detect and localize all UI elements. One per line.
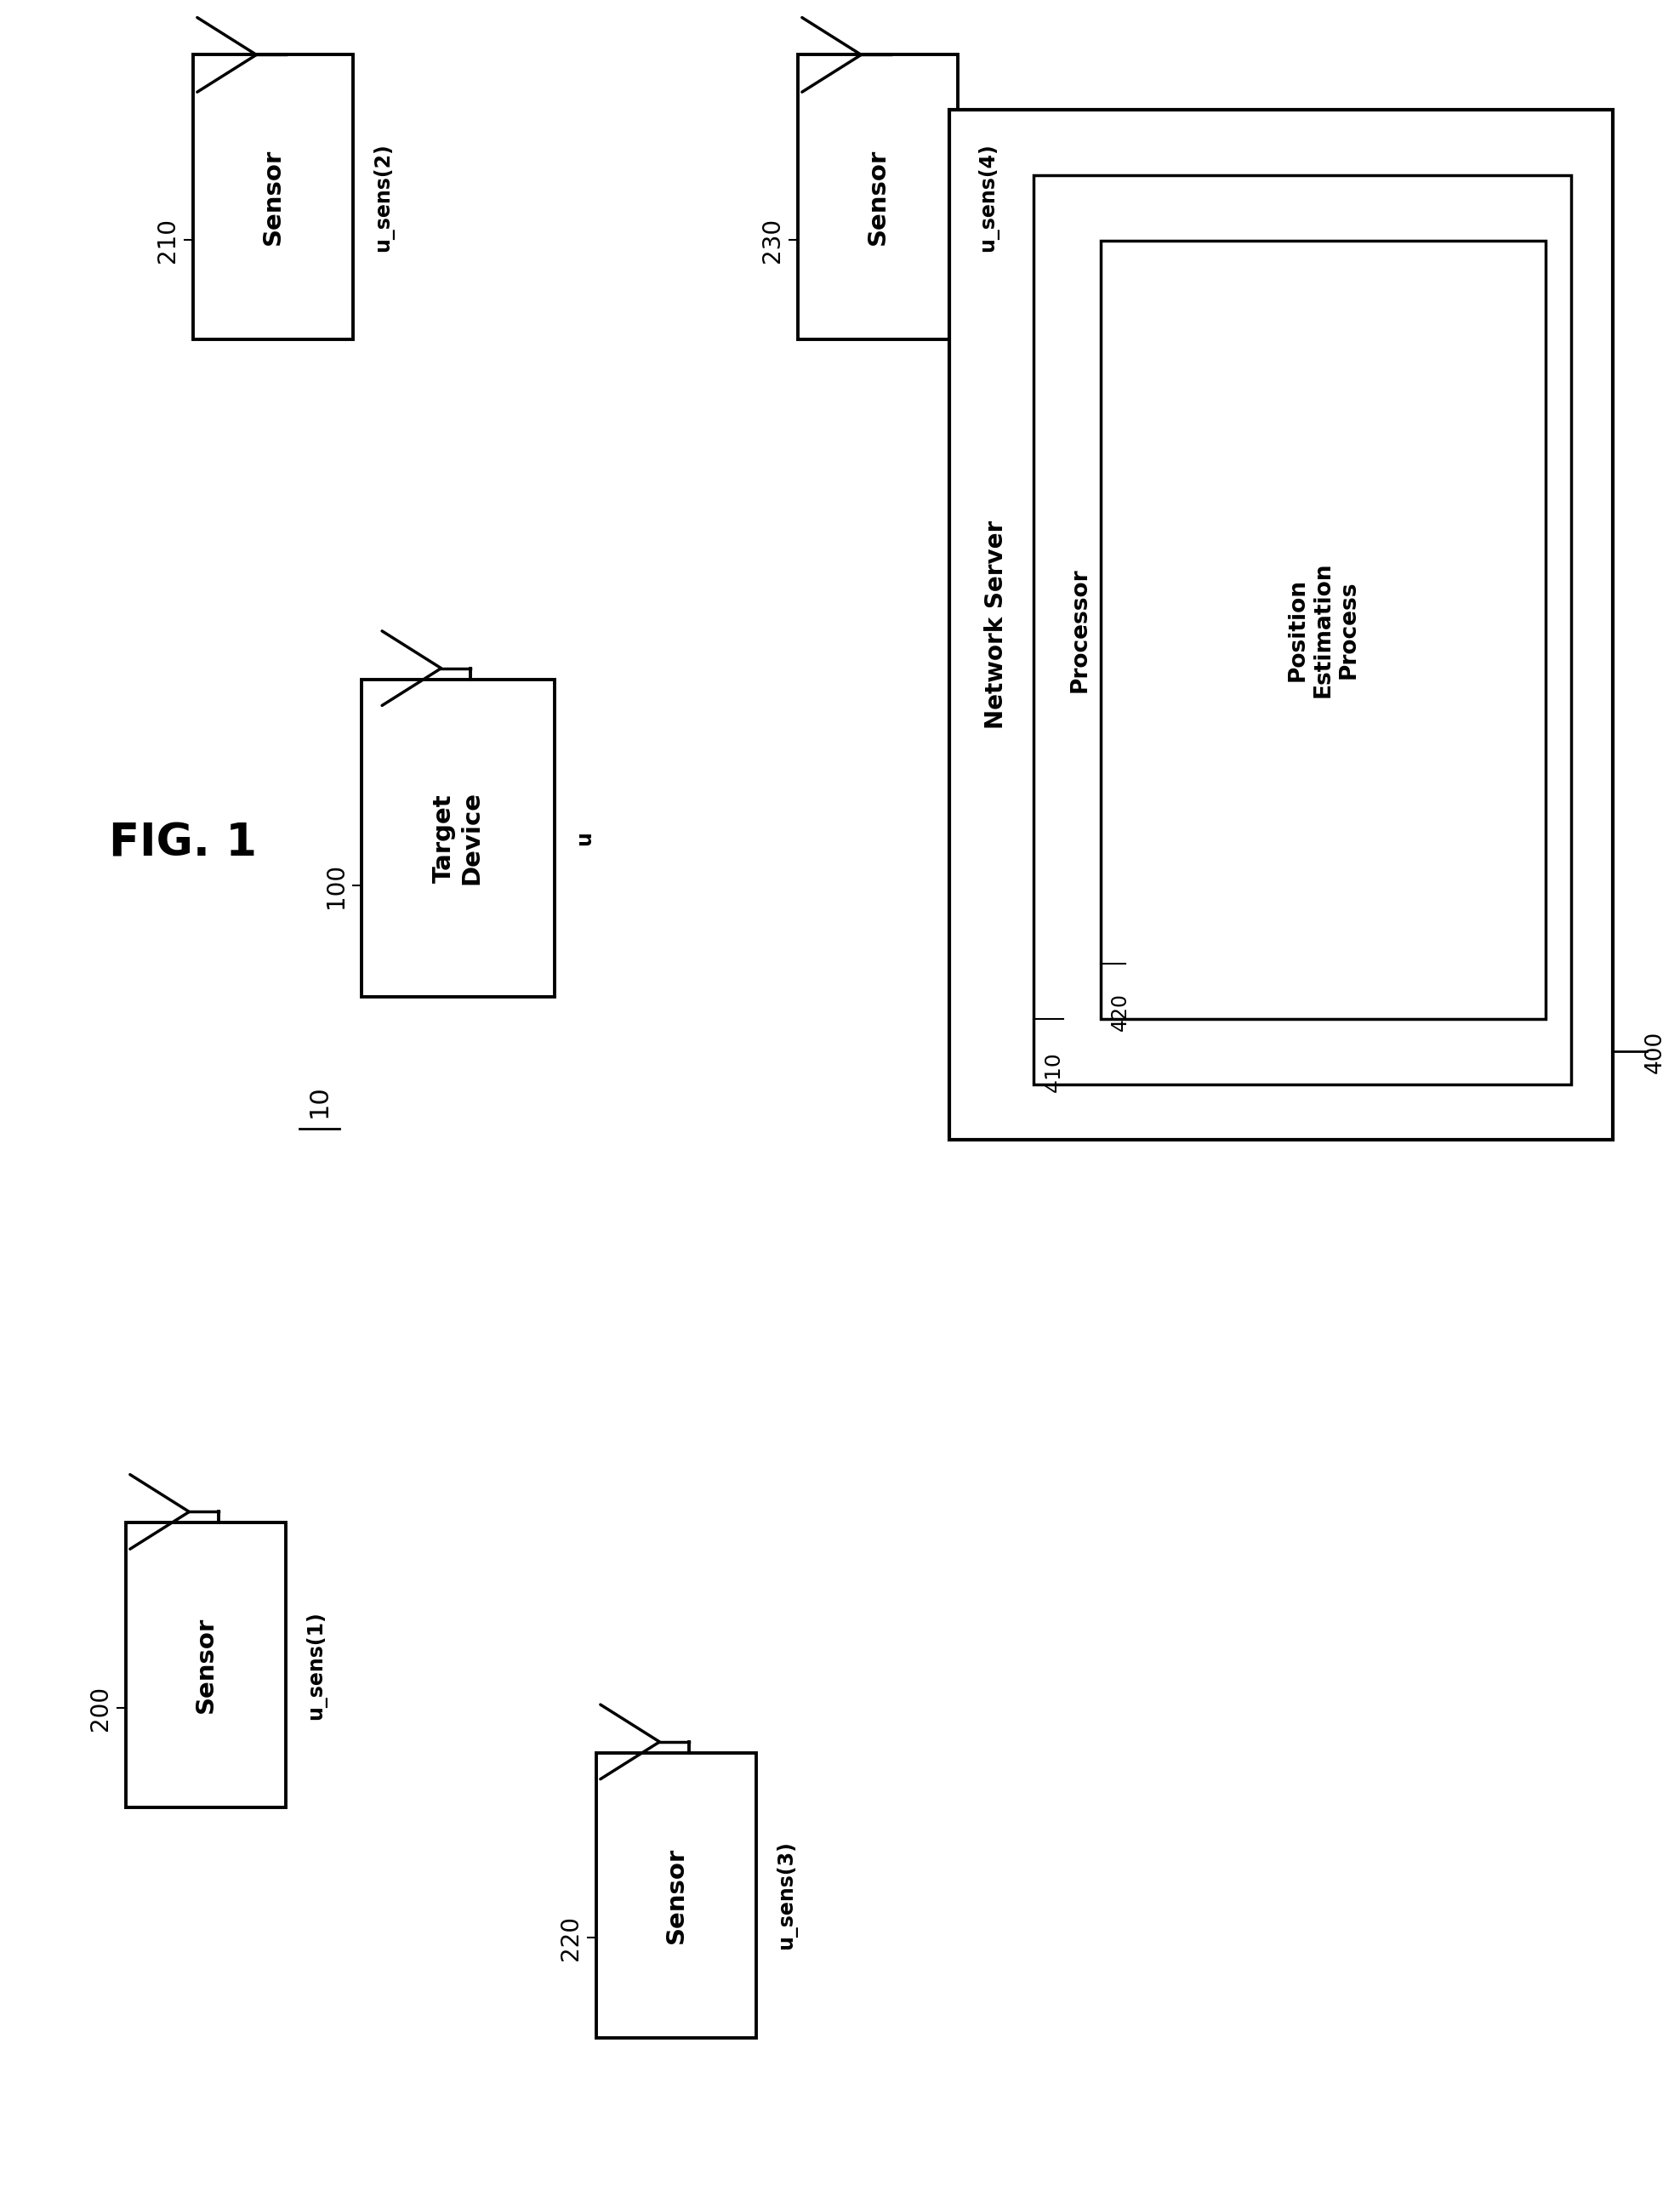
Bar bbox=[193, 55, 353, 340]
Text: u_sens(4): u_sens(4) bbox=[978, 142, 1000, 252]
Text: Target
Device: Target Device bbox=[432, 791, 484, 885]
Text: 10: 10 bbox=[307, 1085, 331, 1117]
Text: u: u bbox=[575, 830, 595, 846]
Text: Network Server: Network Server bbox=[984, 519, 1008, 730]
Text: 420: 420 bbox=[1110, 993, 1131, 1030]
Text: 410: 410 bbox=[1043, 1052, 1063, 1093]
Text: u_sens(1): u_sens(1) bbox=[306, 1610, 328, 1720]
Text: 220: 220 bbox=[559, 1915, 583, 1961]
Text: 230: 230 bbox=[761, 217, 785, 263]
Text: Position
Estimation
Process: Position Estimation Process bbox=[1287, 563, 1359, 697]
Bar bbox=[949, 110, 1613, 1139]
Bar bbox=[1033, 175, 1571, 1085]
Text: u_sens(3): u_sens(3) bbox=[776, 1840, 798, 1950]
Text: 400: 400 bbox=[1643, 1030, 1667, 1074]
Text: 200: 200 bbox=[89, 1685, 113, 1731]
Bar bbox=[596, 1753, 756, 2038]
Text: Sensor: Sensor bbox=[193, 1617, 218, 1713]
Text: Processor: Processor bbox=[1068, 567, 1092, 692]
Text: 210: 210 bbox=[156, 217, 180, 263]
Bar bbox=[1100, 241, 1546, 1019]
Text: u_sens(2): u_sens(2) bbox=[373, 142, 395, 252]
Text: 100: 100 bbox=[324, 863, 348, 909]
Text: Sensor: Sensor bbox=[260, 149, 286, 245]
Text: Sensor: Sensor bbox=[865, 149, 890, 245]
Bar bbox=[798, 55, 958, 340]
Bar bbox=[361, 679, 554, 997]
Text: Sensor: Sensor bbox=[664, 1847, 689, 1943]
Text: FIG. 1: FIG. 1 bbox=[109, 822, 257, 865]
Bar bbox=[126, 1523, 286, 1808]
